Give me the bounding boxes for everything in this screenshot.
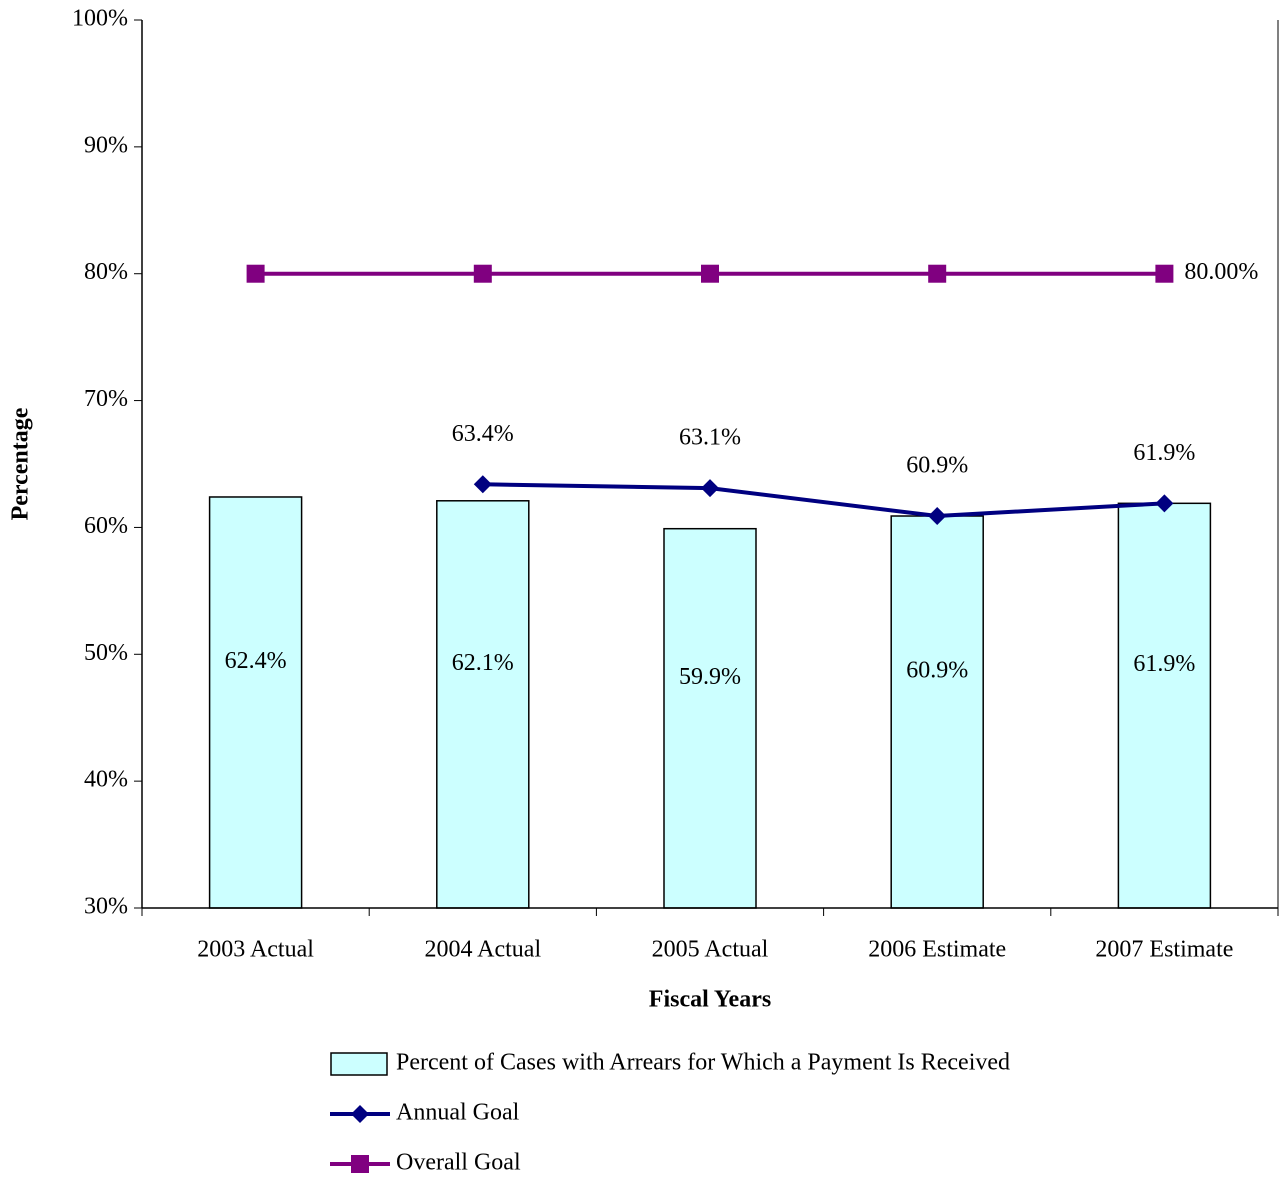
x-tick-label: 2003 Actual (197, 937, 314, 963)
line-value-label: 80.00% (1184, 259, 1258, 285)
marker (246, 264, 265, 283)
y-axis-title: Percentage (8, 407, 34, 520)
marker (1155, 494, 1174, 513)
y-tick-label: 100% (72, 6, 128, 32)
line-value-label: 63.1% (679, 425, 741, 451)
x-tick-label: 2007 Estimate (1095, 937, 1233, 963)
legend-label: Percent of Cases with Arrears for Which … (396, 1050, 1010, 1076)
legend-label: Overall Goal (396, 1150, 521, 1176)
x-axis-title: Fiscal Years (649, 987, 771, 1013)
bar (890, 515, 984, 909)
y-tick-label: 50% (84, 640, 128, 666)
x-tick-label: 2006 Estimate (868, 937, 1006, 963)
marker (473, 475, 492, 494)
bar-value-label: 59.9% (679, 664, 741, 690)
legend-swatch (330, 1052, 388, 1076)
bar-value-label: 62.1% (452, 650, 514, 676)
bar (663, 527, 757, 909)
marker (928, 507, 947, 526)
y-tick-label: 90% (84, 132, 128, 158)
marker (701, 264, 719, 283)
line-value-label: 60.9% (906, 453, 968, 479)
legend-marker (351, 1155, 369, 1173)
y-tick-label: 30% (84, 894, 128, 920)
bar (436, 500, 530, 909)
bar-value-label: 62.4% (225, 648, 287, 674)
marker (928, 264, 947, 283)
y-tick-label: 60% (84, 513, 128, 539)
bar-value-label: 61.9% (1133, 651, 1195, 677)
bar (208, 496, 303, 909)
marker (1155, 264, 1174, 283)
x-tick-label: 2005 Actual (652, 937, 769, 963)
marker (701, 479, 719, 498)
legend-marker (351, 1105, 369, 1123)
line-value-label: 61.9% (1133, 440, 1195, 466)
bar (1117, 502, 1212, 909)
line-value-label: 63.4% (452, 421, 514, 447)
y-tick-label: 80% (84, 259, 128, 285)
y-tick-label: 40% (84, 767, 128, 793)
legend-label: Annual Goal (396, 1100, 520, 1126)
x-tick-label: 2004 Actual (424, 937, 541, 963)
bar-value-label: 60.9% (906, 658, 968, 684)
marker (473, 264, 492, 283)
y-tick-label: 70% (84, 386, 128, 412)
line (482, 482, 1165, 519)
